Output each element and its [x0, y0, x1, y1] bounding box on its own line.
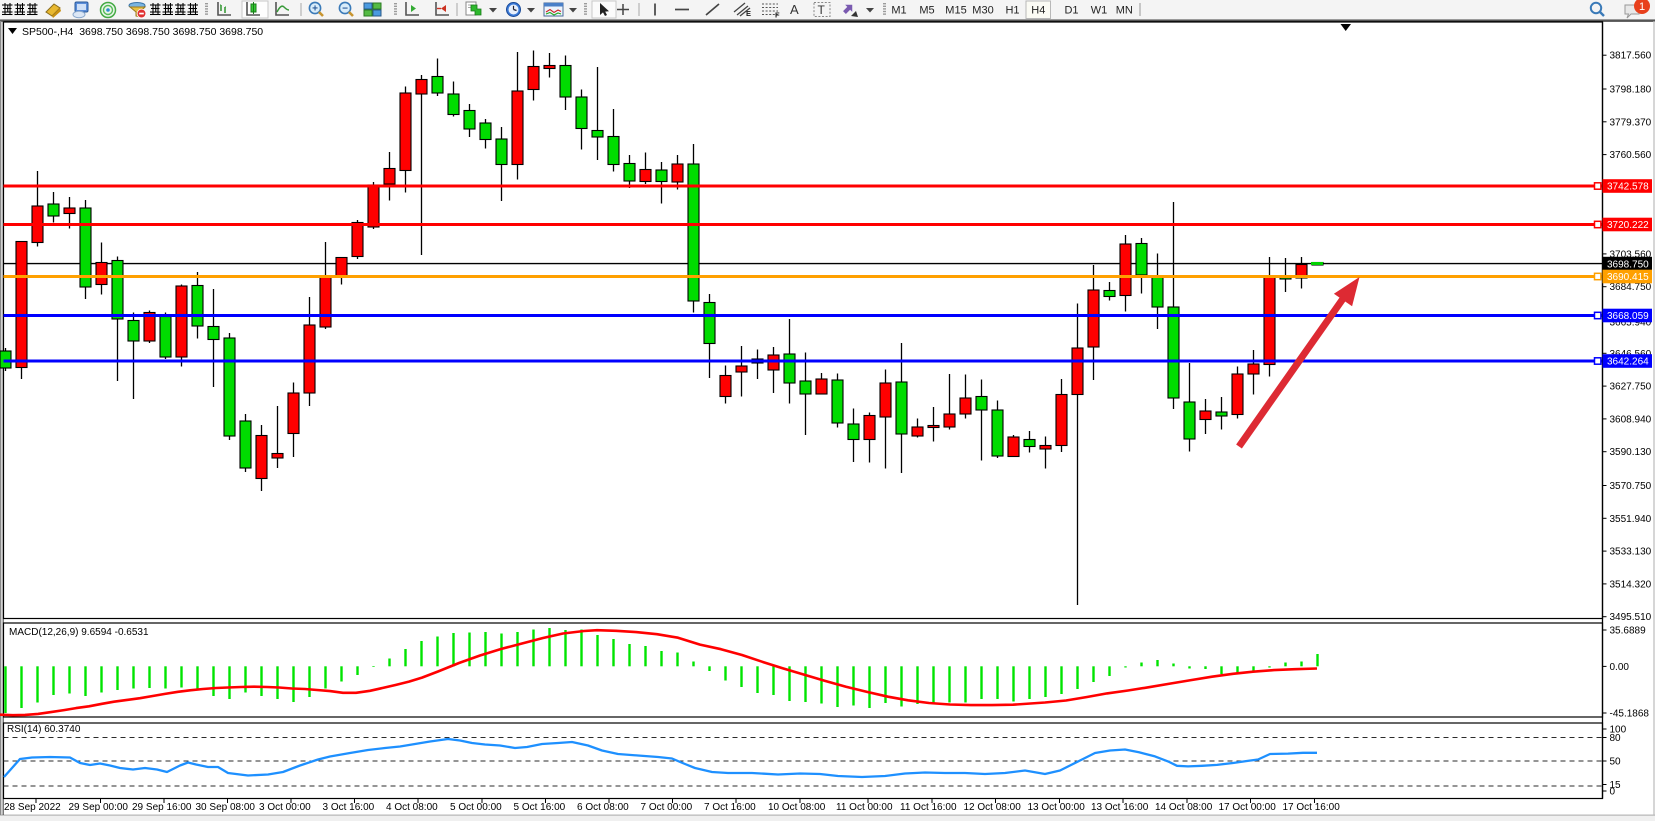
svg-text:7 Oct 16:00: 7 Oct 16:00: [704, 802, 756, 813]
svg-text:-45.1868: -45.1868: [1610, 709, 1650, 720]
svg-text:3590.130: 3590.130: [1610, 447, 1652, 458]
svg-text:A: A: [790, 2, 799, 17]
svg-text:3720.222: 3720.222: [1607, 220, 1649, 231]
svg-text:3665.940: 3665.940: [1610, 318, 1652, 329]
svg-text:4 Oct 08:00: 4 Oct 08:00: [386, 802, 438, 813]
svg-text:3551.940: 3551.940: [1610, 514, 1652, 525]
svg-text:10 Oct 08:00: 10 Oct 08:00: [768, 802, 826, 813]
svg-text:11 Oct 00:00: 11 Oct 00:00: [836, 802, 893, 813]
svg-text:3514.320: 3514.320: [1610, 579, 1652, 590]
svg-text:5 Oct 00:00: 5 Oct 00:00: [450, 802, 502, 813]
svg-text:3690.415: 3690.415: [1607, 272, 1649, 283]
svg-text:28 Sep 2022: 28 Sep 2022: [4, 802, 61, 813]
svg-text:H1: H1: [1005, 5, 1019, 17]
svg-text:1: 1: [1639, 1, 1645, 13]
svg-text:3798.180: 3798.180: [1610, 85, 1652, 96]
svg-text:M5: M5: [919, 5, 934, 17]
svg-text:3684.750: 3684.750: [1610, 282, 1652, 293]
svg-text:11 Oct 16:00: 11 Oct 16:00: [900, 802, 957, 813]
svg-text:M15: M15: [945, 5, 966, 17]
svg-text:17 Oct 00:00: 17 Oct 00:00: [1219, 802, 1277, 813]
svg-text:M30: M30: [972, 5, 993, 17]
svg-text:50: 50: [1610, 757, 1622, 768]
svg-text:0: 0: [1610, 787, 1616, 798]
svg-text:12 Oct 08:00: 12 Oct 08:00: [964, 802, 1022, 813]
svg-text:29 Sep 00:00: 29 Sep 00:00: [69, 802, 129, 813]
svg-text:3817.560: 3817.560: [1610, 51, 1652, 62]
svg-text:3742.578: 3742.578: [1607, 182, 1649, 193]
svg-text:35.6889: 35.6889: [1610, 626, 1647, 637]
svg-text:3570.750: 3570.750: [1610, 481, 1652, 492]
svg-text:3495.510: 3495.510: [1610, 612, 1652, 623]
svg-text:3698.750: 3698.750: [1607, 259, 1649, 270]
svg-text:3 Oct 00:00: 3 Oct 00:00: [259, 802, 311, 813]
svg-text:3627.750: 3627.750: [1610, 382, 1652, 393]
svg-text:3642.264: 3642.264: [1607, 357, 1649, 368]
svg-text:SP500-,H4 3698.750 3698.750 3: SP500-,H4 3698.750 3698.750 3698.750 369…: [22, 26, 263, 38]
svg-text:13 Oct 00:00: 13 Oct 00:00: [1028, 802, 1086, 813]
svg-text:H4: H4: [1031, 5, 1045, 17]
svg-text:W1: W1: [1091, 5, 1108, 17]
svg-text:7 Oct 00:00: 7 Oct 00:00: [641, 802, 693, 813]
svg-text:D1: D1: [1064, 5, 1078, 17]
svg-text:3703.560: 3703.560: [1610, 249, 1652, 260]
svg-text:15: 15: [1610, 780, 1622, 791]
svg-text:13 Oct 16:00: 13 Oct 16:00: [1091, 802, 1149, 813]
svg-text:RSI(14) 60.3740: RSI(14) 60.3740: [7, 724, 81, 735]
svg-text:29 Sep 16:00: 29 Sep 16:00: [132, 802, 192, 813]
svg-text:F: F: [775, 11, 780, 20]
svg-text:+: +: [312, 3, 318, 14]
svg-text:−: −: [342, 3, 348, 14]
svg-text:3533.130: 3533.130: [1610, 547, 1652, 558]
svg-text:3608.940: 3608.940: [1610, 414, 1652, 425]
svg-text:6 Oct 08:00: 6 Oct 08:00: [577, 802, 629, 813]
svg-text:T: T: [818, 3, 826, 17]
svg-text:17 Oct 16:00: 17 Oct 16:00: [1283, 802, 1341, 813]
svg-text:14 Oct 08:00: 14 Oct 08:00: [1155, 802, 1213, 813]
svg-text:100: 100: [1610, 725, 1627, 736]
svg-text:30 Sep 08:00: 30 Sep 08:00: [196, 802, 256, 813]
svg-text:3779.370: 3779.370: [1610, 117, 1652, 128]
svg-text:E: E: [746, 9, 751, 18]
svg-text:0.00: 0.00: [1610, 662, 1630, 673]
svg-text:3668.059: 3668.059: [1607, 311, 1649, 322]
svg-text:MACD(12,26,9) 9.6594 -0.6531: MACD(12,26,9) 9.6594 -0.6531: [9, 627, 149, 638]
svg-text:3760.560: 3760.560: [1610, 150, 1652, 161]
svg-text:M1: M1: [891, 5, 906, 17]
svg-text:5 Oct 16:00: 5 Oct 16:00: [514, 802, 566, 813]
svg-text:80: 80: [1610, 733, 1622, 744]
svg-text:MN: MN: [1116, 5, 1133, 17]
svg-text:3 Oct 16:00: 3 Oct 16:00: [323, 802, 375, 813]
